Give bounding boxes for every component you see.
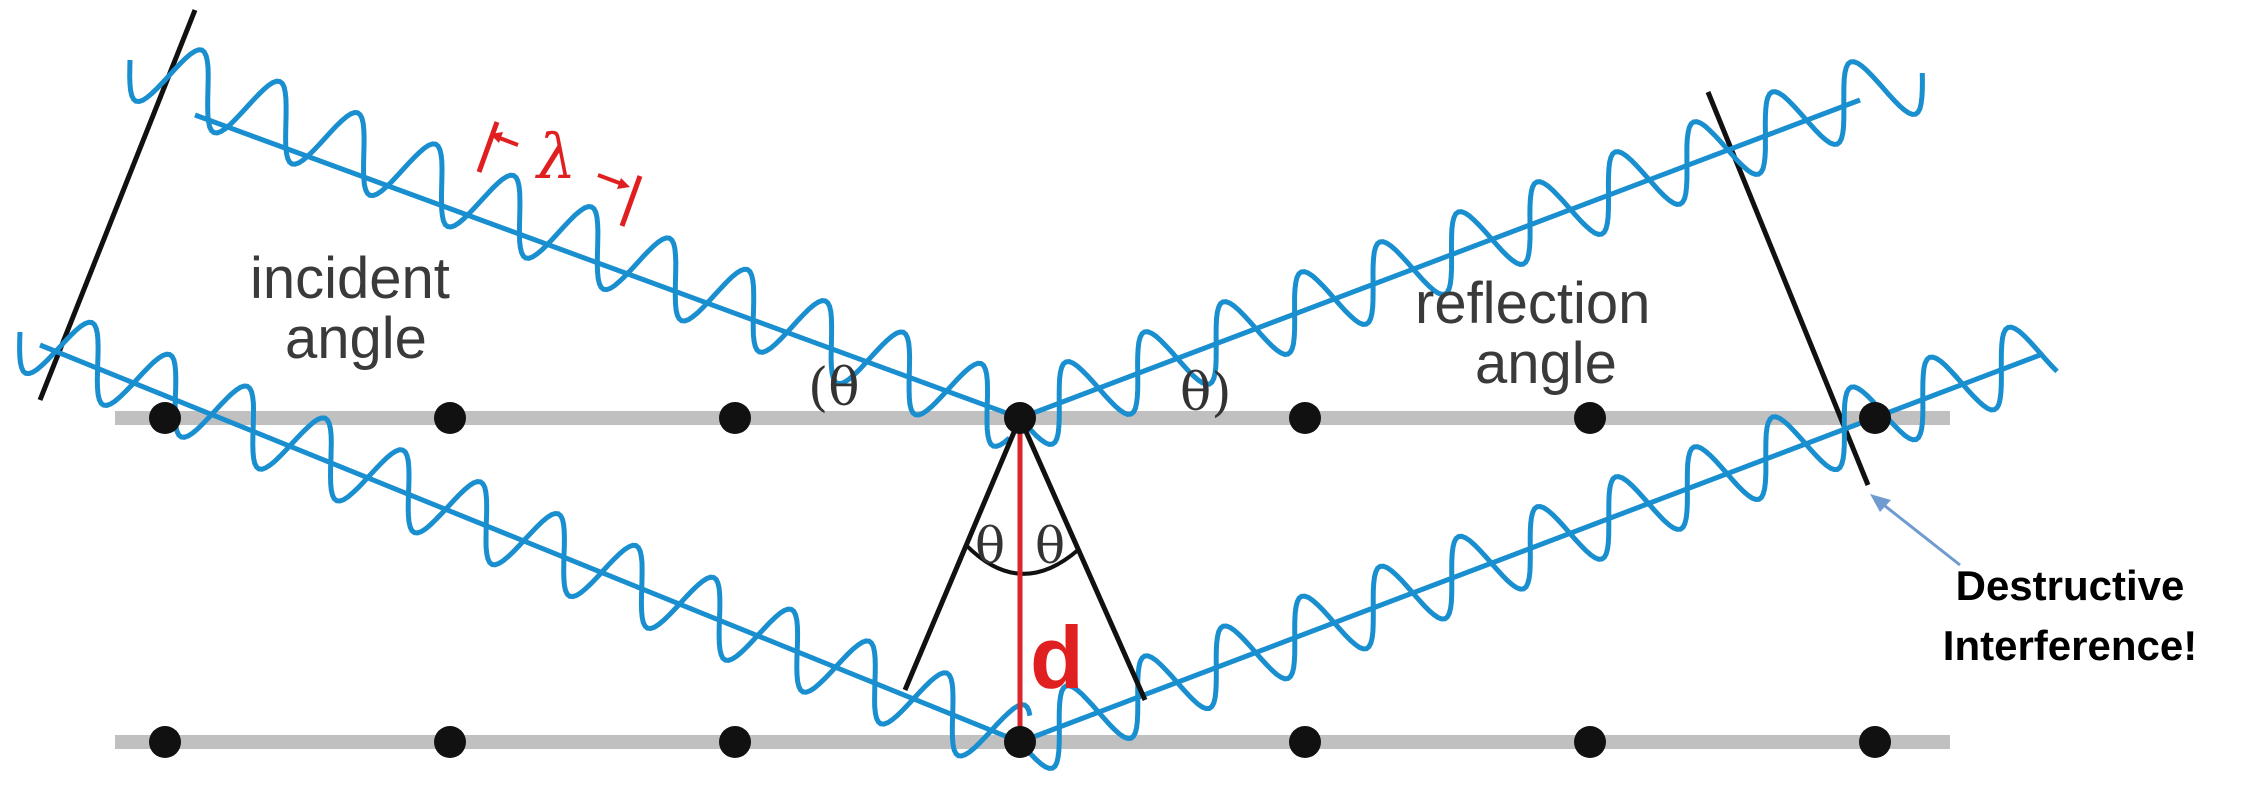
- reflected-wave-top: [1018, 59, 1925, 447]
- lambda-tick-left: [476, 121, 500, 173]
- reflection-angle-label-line1: reflection: [1415, 271, 1650, 336]
- theta-apex-left-label: θ: [975, 517, 1005, 575]
- wavelength-marker: λ: [476, 120, 643, 227]
- construction-line-left: [902, 417, 1023, 691]
- lambda-arrowhead-left: [490, 132, 503, 143]
- atom: [1574, 402, 1606, 434]
- incident-ray-top: [194, 112, 1021, 421]
- annotation-label-line1: Destructive: [1956, 562, 2185, 609]
- lambda-tick-right: [619, 175, 643, 227]
- atom: [149, 726, 181, 758]
- lambda-arrow-right: [597, 173, 623, 186]
- arrow-up-left-icon: [1870, 494, 1891, 512]
- reflected-ray-top: [1019, 97, 1861, 421]
- atom: [1859, 402, 1891, 434]
- incident-wave-bottom: [17, 319, 1033, 759]
- incident-ray-bottom: [39, 342, 1021, 745]
- atom: [1289, 402, 1321, 434]
- atom: [434, 726, 466, 758]
- theta-right-label: θ): [1180, 363, 1232, 423]
- atom: [1859, 726, 1891, 758]
- incident-angle-label-line2: angle: [285, 306, 427, 371]
- annotation-arrow-line: [1879, 500, 1961, 567]
- atom: [149, 402, 181, 434]
- theta-apex-right-label: θ: [1035, 517, 1065, 575]
- atoms-top-row: [149, 402, 1891, 434]
- reflected-wave-bottom: [1018, 324, 2059, 771]
- incident-wave-top: [127, 47, 1012, 449]
- atom: [719, 402, 751, 434]
- construction-line-right: [1017, 416, 1148, 702]
- atom: [1574, 726, 1606, 758]
- atom: [1289, 726, 1321, 758]
- d-spacing-label: d: [1030, 608, 1084, 707]
- lambda-label: λ: [534, 120, 576, 193]
- annotation-label-line2: Interference!: [1943, 622, 2197, 669]
- atom: [1004, 402, 1036, 434]
- reflection-angle-label-line2: angle: [1475, 331, 1617, 396]
- atoms-bottom-row: [149, 726, 1891, 758]
- lambda-arrowhead-right: [617, 178, 630, 189]
- atom: [434, 402, 466, 434]
- atom: [719, 726, 751, 758]
- atom: [1004, 726, 1036, 758]
- incident-angle-label-line1: incident: [250, 246, 450, 311]
- theta-left-label: (θ: [808, 358, 860, 418]
